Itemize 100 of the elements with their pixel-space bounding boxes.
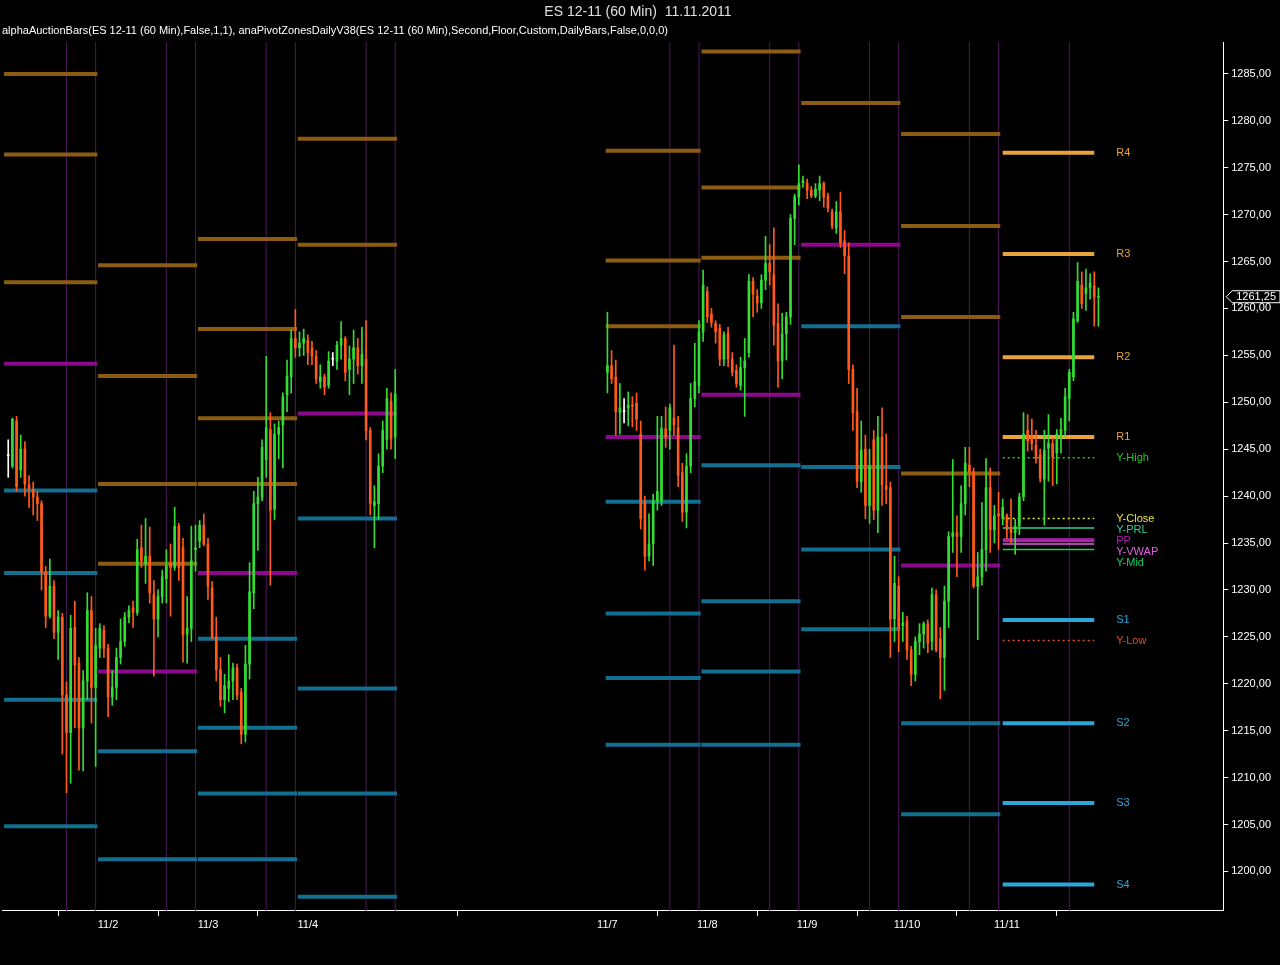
candlestick: [40, 500, 43, 591]
text: Y-PRL: [1116, 522, 1148, 535]
candlestick: [893, 555, 896, 642]
text: Y-Low: [1116, 633, 1147, 646]
candlestick: [622, 398, 626, 424]
candlestick: [318, 364, 322, 389]
text: R3: [1116, 247, 1131, 260]
candlestick: [61, 613, 64, 755]
candlestick: [173, 507, 177, 571]
candlestick: [273, 423, 276, 520]
y-tick-label: 1260,00: [1231, 301, 1271, 314]
candlestick: [169, 543, 172, 617]
candlestick: [606, 311, 609, 394]
y-tick-label: 1230,00: [1231, 582, 1271, 595]
candlestick: [377, 453, 380, 520]
x-tick-label: 11/3: [197, 918, 219, 931]
candlestick: [15, 416, 18, 492]
x-tick-label: 11/10: [893, 918, 921, 931]
text: R1: [1116, 430, 1131, 443]
text: Y-Close: [1116, 511, 1155, 524]
candlestick: [626, 391, 630, 427]
candlestick: [685, 453, 688, 529]
y-tick-label: 1210,00: [1231, 770, 1271, 783]
candlestick: [889, 481, 892, 658]
text: Y-High: [1116, 450, 1149, 463]
candlestick: [6, 439, 10, 478]
text: S3: [1116, 795, 1130, 808]
x-tick-label: 11/9: [796, 918, 818, 931]
candlestick: [198, 520, 201, 549]
text: Y-Mid: [1116, 555, 1144, 568]
candlestick: [165, 549, 168, 604]
y-tick-label: 1200,00: [1231, 864, 1271, 877]
candlestick: [94, 628, 97, 767]
candlestick: [664, 406, 667, 448]
candlestick: [11, 417, 14, 469]
x-tick-label: 11/8: [696, 918, 718, 931]
candlestick: [352, 329, 355, 384]
y-tick-label: 1205,00: [1231, 817, 1271, 830]
y-tick-label: 1215,00: [1231, 723, 1271, 736]
candlestick: [768, 244, 772, 286]
y-tick-label: 1220,00: [1231, 676, 1271, 689]
y-tick-label: 1255,00: [1231, 348, 1271, 361]
candlestick: [227, 654, 231, 702]
candlestick: [189, 525, 193, 642]
candlestick: [69, 614, 72, 784]
candlestick: [785, 311, 788, 361]
y-tick-label: 1225,00: [1231, 629, 1271, 642]
candlestick: [44, 566, 48, 628]
candlestick: [298, 331, 301, 357]
candlestick: [244, 644, 247, 743]
text: S4: [1116, 877, 1130, 890]
candlestick: [1092, 271, 1096, 327]
x-tick-label: 11/4: [297, 918, 319, 931]
candlestick: [1042, 430, 1046, 526]
candlestick: [1051, 437, 1054, 487]
candlestick: [144, 518, 147, 584]
candlestick: [868, 448, 871, 524]
candlestick: [818, 175, 821, 201]
y-tick-label: 1275,00: [1231, 160, 1271, 173]
text: R4: [1116, 145, 1131, 158]
x-tick-label: 11/2: [97, 918, 119, 931]
candlestick: [1047, 414, 1050, 482]
candlestick: [194, 524, 197, 572]
candlestick: [1018, 492, 1021, 535]
candlestick: [294, 309, 297, 358]
y-tick-label: 1280,00: [1231, 113, 1271, 126]
y-tick-label: 1245,00: [1231, 442, 1271, 455]
candlestick: [1013, 519, 1017, 555]
candlestick: [302, 328, 305, 356]
candlestick: [348, 345, 351, 396]
text: S1: [1116, 612, 1130, 625]
candlestick: [739, 356, 742, 391]
candlestick: [976, 552, 980, 640]
candlestick: [65, 681, 68, 793]
candlestick: [223, 674, 226, 714]
candlestick: [864, 434, 867, 519]
candlestick: [1097, 287, 1100, 327]
candlestick: [689, 383, 692, 473]
text: 1261,25: [1236, 289, 1276, 302]
candlestick: [269, 412, 272, 586]
candlestick: [922, 621, 925, 649]
y-tick-label: 1270,00: [1231, 207, 1271, 220]
text: S2: [1116, 716, 1130, 729]
chart-title: ES 12-11 (60 Min) 11.11.2011: [544, 3, 732, 20]
candlestick: [1022, 412, 1025, 502]
candlestick: [323, 373, 326, 396]
y-tick-label: 1285,00: [1231, 66, 1271, 79]
y-tick-label: 1240,00: [1231, 489, 1271, 502]
candlestick: [90, 596, 93, 724]
candlestick: [140, 524, 143, 568]
candlestick: [743, 338, 747, 417]
y-tick-label: 1235,00: [1231, 536, 1271, 549]
candlestick: [635, 392, 638, 431]
candlestick: [993, 505, 996, 544]
y-tick-label: 1250,00: [1231, 395, 1271, 408]
candlestick: [327, 351, 330, 389]
x-tick-label: 11/11: [993, 918, 1020, 931]
y-tick-label: 1265,00: [1231, 254, 1271, 267]
candlestick: [897, 576, 901, 653]
text: R2: [1116, 350, 1131, 363]
